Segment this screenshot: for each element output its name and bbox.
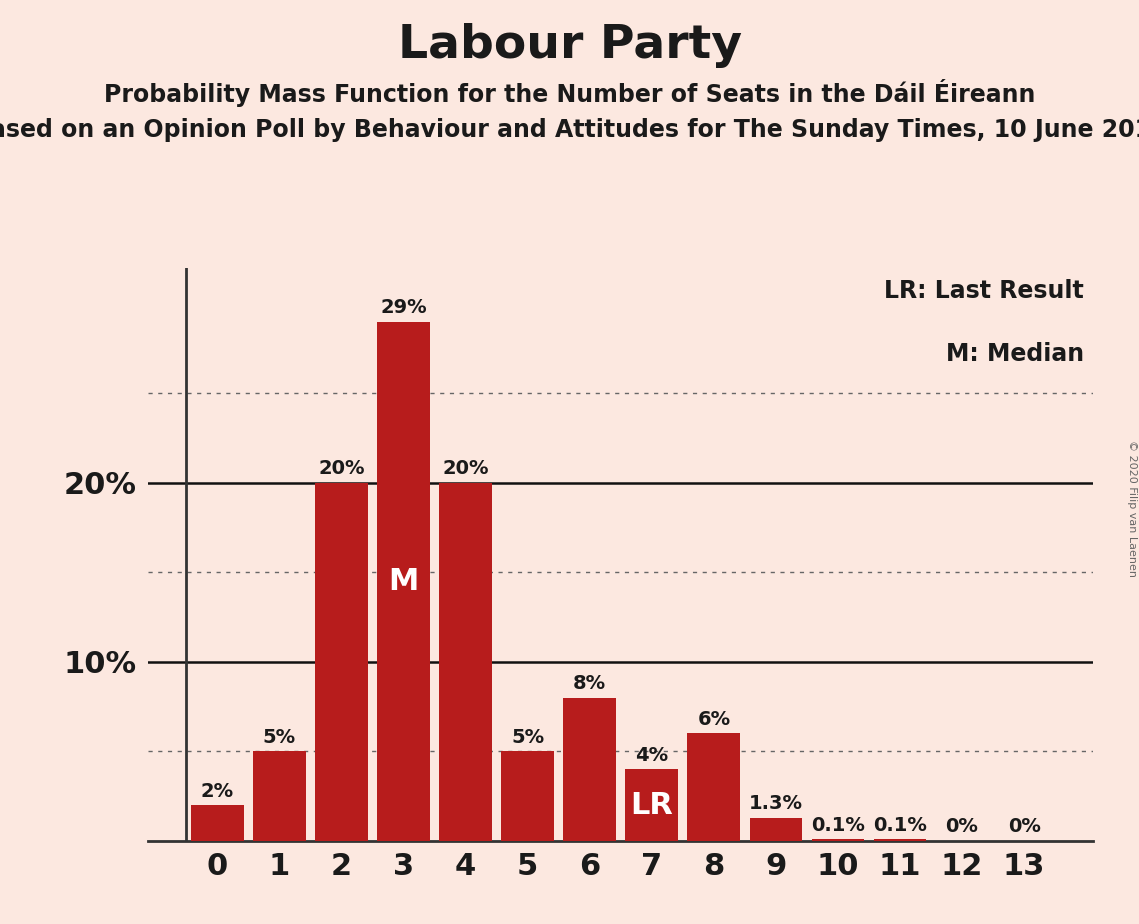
Text: 6%: 6%	[697, 710, 730, 729]
Text: 5%: 5%	[263, 728, 296, 747]
Bar	[874, 839, 926, 841]
Text: 0%: 0%	[945, 818, 978, 836]
Text: 29%: 29%	[380, 298, 427, 317]
Text: 4%: 4%	[636, 746, 669, 765]
Bar	[316, 482, 368, 841]
Text: LR: Last Result: LR: Last Result	[884, 279, 1084, 303]
Bar	[812, 839, 865, 841]
Text: LR: LR	[630, 791, 673, 820]
Text: 1.3%: 1.3%	[748, 794, 803, 813]
Text: © 2020 Filip van Laenen: © 2020 Filip van Laenen	[1126, 440, 1137, 577]
Bar	[253, 751, 306, 841]
Text: 0%: 0%	[1008, 818, 1041, 836]
Text: Based on an Opinion Poll by Behaviour and Attitudes for The Sunday Times, 10 Jun: Based on an Opinion Poll by Behaviour an…	[0, 118, 1139, 142]
Bar	[688, 734, 740, 841]
Bar	[191, 805, 244, 841]
Text: 20%: 20%	[442, 459, 489, 479]
Text: 8%: 8%	[573, 675, 606, 693]
Text: 2%: 2%	[200, 782, 233, 800]
Text: M: M	[388, 566, 419, 596]
Text: Labour Party: Labour Party	[398, 23, 741, 68]
Bar	[440, 482, 492, 841]
Text: 5%: 5%	[511, 728, 544, 747]
Bar	[749, 818, 802, 841]
Bar	[501, 751, 554, 841]
Text: M: Median: M: Median	[945, 343, 1084, 367]
Bar	[625, 769, 678, 841]
Bar	[564, 698, 616, 841]
Text: Probability Mass Function for the Number of Seats in the Dáil Éireann: Probability Mass Function for the Number…	[104, 79, 1035, 106]
Bar	[377, 322, 429, 841]
Text: 0.1%: 0.1%	[874, 816, 927, 834]
Text: 0.1%: 0.1%	[811, 816, 865, 834]
Text: 20%: 20%	[318, 459, 364, 479]
